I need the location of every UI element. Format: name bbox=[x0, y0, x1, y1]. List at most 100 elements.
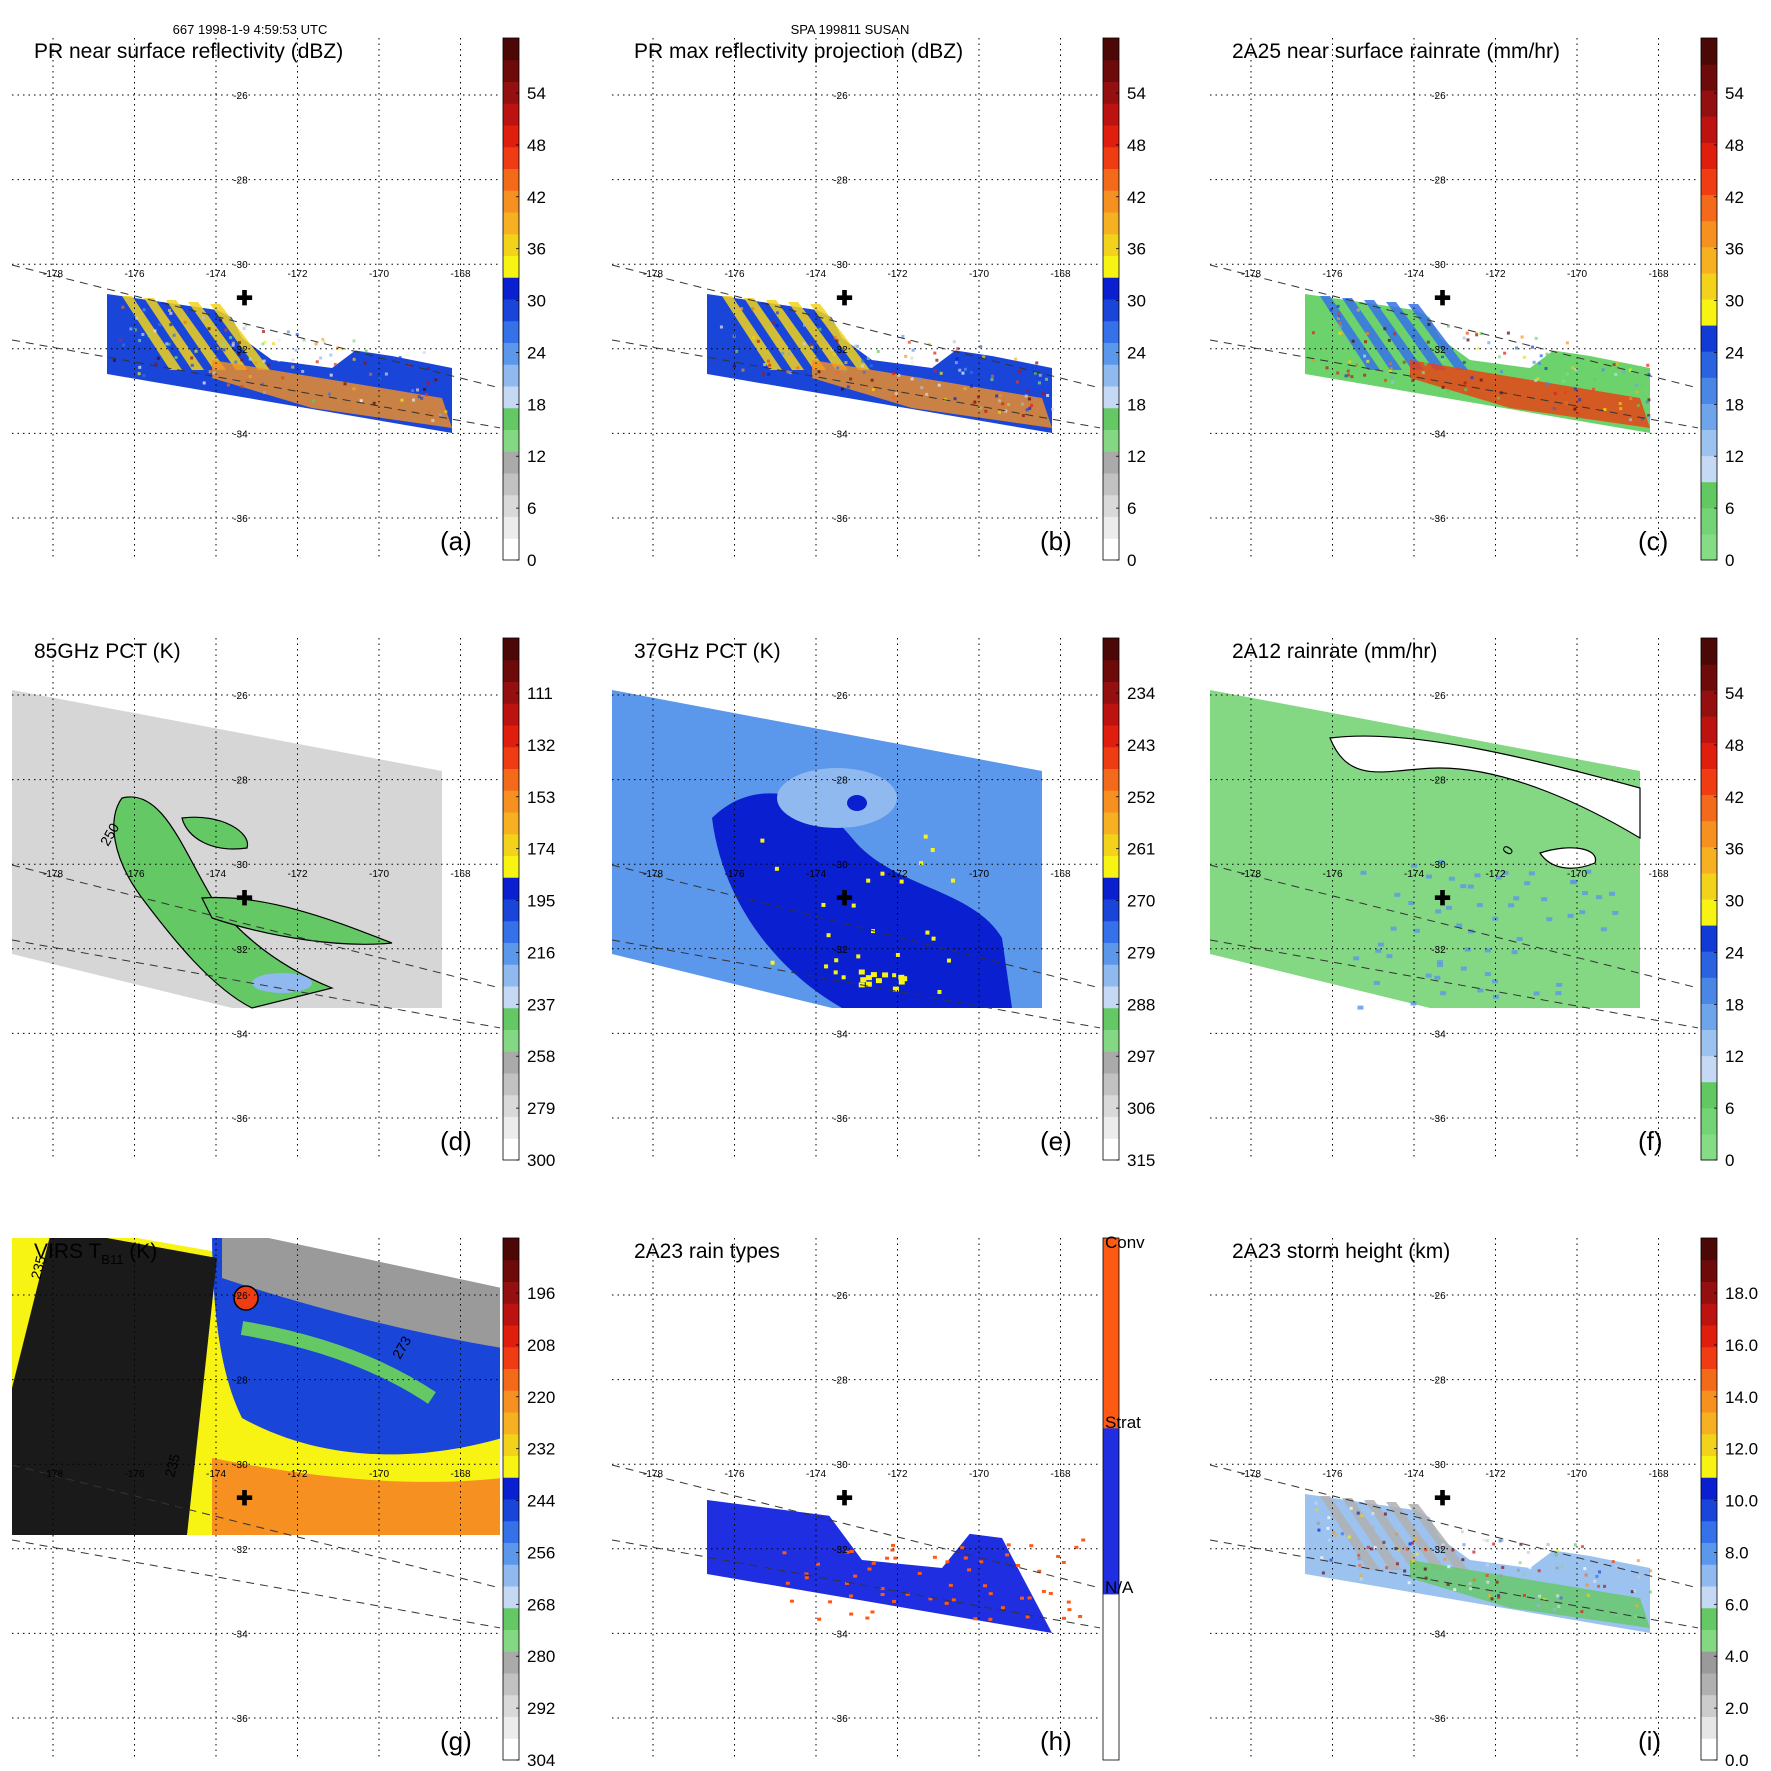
colorbar-tick-label: 42 bbox=[1725, 788, 1744, 807]
colorbar-segment bbox=[1103, 833, 1119, 856]
colorbar-segment bbox=[1701, 142, 1717, 169]
pr-swath-edge bbox=[1210, 339, 1698, 429]
colorbar-tick-label: 2.0 bbox=[1725, 1699, 1749, 1718]
pr-swath-edge bbox=[1210, 939, 1698, 1029]
colorbar-tick-label: 252 bbox=[1127, 788, 1155, 807]
colorbar: 18.0 16.0 14.0 12.0 10.0 8.0 6.0 4.0 2.0 0.0 bbox=[1700, 1237, 1758, 1770]
longitude-label: -172 bbox=[1485, 1469, 1505, 1480]
pr-swath-edge bbox=[1210, 264, 1698, 389]
panel-d: -178 -176 -174 -172 -170 -168 -26 -28 -30 -32 -34 -… bbox=[12, 637, 555, 1170]
colorbar-segment bbox=[1103, 790, 1119, 813]
colorbar-tick-label: 6 bbox=[527, 499, 536, 518]
longitude-label: -168 bbox=[1648, 269, 1668, 280]
longitude-label: -170 bbox=[369, 1469, 389, 1480]
longitude-label: -176 bbox=[124, 869, 144, 880]
longitude-label: -174 bbox=[206, 1469, 226, 1480]
latitude-label: -34 bbox=[1431, 429, 1446, 440]
panel-i: -178 -176 -174 -172 -170 -168 -26 -28 -30 -32 -34 -… bbox=[1210, 1237, 1758, 1770]
colorbar-tick-label: 256 bbox=[527, 1543, 555, 1562]
colorbar-segment bbox=[1701, 1238, 1717, 1261]
panels-grid: -178 -176 -174 -172 -170 -168 -26 -28 -30 -32 -34 -… bbox=[12, 37, 1758, 1770]
longitude-label: -172 bbox=[887, 1469, 907, 1480]
pr-swath-edge bbox=[12, 339, 500, 429]
colorbar-segment bbox=[503, 212, 519, 235]
colorbar-tick-label: Conv bbox=[1105, 1233, 1145, 1252]
colorbar-segment bbox=[503, 1138, 519, 1161]
pr-swath-edge bbox=[12, 1539, 500, 1629]
colorbar-segment bbox=[1103, 659, 1119, 682]
latitude-label: -30 bbox=[1431, 860, 1446, 871]
longitude-label: -176 bbox=[724, 869, 744, 880]
colorbar-segment bbox=[1701, 872, 1717, 900]
pr-swath-edge bbox=[12, 264, 500, 389]
colorbar-tick-label: 270 bbox=[1127, 892, 1155, 911]
colorbar-tick-label: N/A bbox=[1105, 1578, 1134, 1597]
colorbar-segment bbox=[1701, 403, 1717, 430]
colorbar-segment bbox=[1701, 1325, 1717, 1348]
colorbar-segment bbox=[1103, 812, 1119, 835]
colorbar-segment bbox=[503, 1259, 519, 1282]
colorbar-segment bbox=[1103, 364, 1119, 387]
colorbar-segment bbox=[503, 812, 519, 835]
colorbar-segment bbox=[503, 638, 519, 661]
colorbar-segment bbox=[1701, 1607, 1717, 1630]
storm-center-marker: ✚ bbox=[836, 1488, 853, 1510]
colorbar-segment bbox=[503, 233, 519, 256]
colorbar-segment bbox=[1103, 1641, 1119, 1666]
colorbar-segment bbox=[1701, 820, 1717, 848]
data-swath bbox=[1210, 690, 1641, 1010]
colorbar-segment bbox=[1701, 742, 1717, 769]
colorbar-segment bbox=[1701, 64, 1717, 91]
colorbar-segment bbox=[1701, 116, 1717, 143]
colorbar-tick-label: 244 bbox=[527, 1492, 555, 1511]
panel-letter-label: (i) bbox=[1638, 1726, 1661, 1756]
longitude-label: -178 bbox=[1241, 269, 1261, 280]
panel-b: -178 -176 -174 -172 -170 -168 -26 -28 -30 -32 -34 -… bbox=[612, 37, 1146, 570]
colorbar-segment bbox=[1103, 768, 1119, 791]
colorbar-segment bbox=[1103, 899, 1119, 922]
pr-swath-edge bbox=[612, 1464, 1100, 1589]
latitude-label: -26 bbox=[1431, 91, 1446, 102]
colorbar-tick-label: 6 bbox=[1725, 1099, 1734, 1118]
colorbar-segment bbox=[503, 386, 519, 409]
latitude-label: -32 bbox=[833, 945, 848, 956]
colorbar-segment bbox=[503, 1520, 519, 1543]
colorbar-tick-label: 24 bbox=[1725, 943, 1744, 962]
data-swath bbox=[707, 294, 1055, 433]
colorbar-segment bbox=[1103, 1593, 1119, 1619]
map-area: -178 -176 -174 -172 -170 -168 -26 -28 -30 -32 -34 -… bbox=[1210, 1238, 1698, 1760]
storm-center-marker: ✚ bbox=[1434, 1488, 1451, 1510]
colorbar-tick-label: 4.0 bbox=[1725, 1647, 1749, 1666]
colorbar-segment bbox=[1701, 1455, 1717, 1478]
colorbar-segment bbox=[1103, 942, 1119, 965]
colorbar-segment bbox=[1103, 1712, 1119, 1737]
colorbar-segment bbox=[503, 1390, 519, 1413]
colorbar-tick-label: 36 bbox=[1725, 240, 1744, 259]
colorbar-segment bbox=[1701, 455, 1717, 483]
colorbar-segment bbox=[1103, 38, 1119, 61]
colorbar-segment bbox=[1701, 1651, 1717, 1674]
colorbar-segment bbox=[503, 1029, 519, 1052]
latitude-label: -28 bbox=[833, 176, 848, 187]
colorbar-tick-label: 36 bbox=[527, 240, 546, 259]
longitude-label: -178 bbox=[1241, 1469, 1261, 1480]
colorbar-tick-label: 234 bbox=[1127, 684, 1155, 703]
colorbar-segment bbox=[503, 1455, 519, 1478]
colorbar-segment bbox=[503, 1477, 519, 1500]
latitude-label: -28 bbox=[233, 176, 248, 187]
storm-center-marker: ✚ bbox=[836, 888, 853, 910]
colorbar-segment bbox=[1103, 1475, 1119, 1500]
latitude-label: -26 bbox=[233, 1291, 248, 1302]
colorbar-segment bbox=[503, 81, 519, 104]
colorbar-tick-label: 0 bbox=[1725, 551, 1734, 570]
data-swath bbox=[1305, 1494, 1653, 1633]
colorbar-segment bbox=[1103, 255, 1119, 278]
colorbar-segment bbox=[1103, 1427, 1119, 1453]
latitude-label: -32 bbox=[1431, 345, 1446, 356]
latitude-label: -30 bbox=[833, 260, 848, 271]
colorbar-segment bbox=[1103, 277, 1119, 300]
colorbar-tick-label: 54 bbox=[527, 84, 546, 103]
longitude-label: -176 bbox=[1322, 869, 1342, 880]
colorbar-segment bbox=[1701, 1390, 1717, 1413]
colorbar: Conv Strat N/A bbox=[1102, 1233, 1145, 1761]
